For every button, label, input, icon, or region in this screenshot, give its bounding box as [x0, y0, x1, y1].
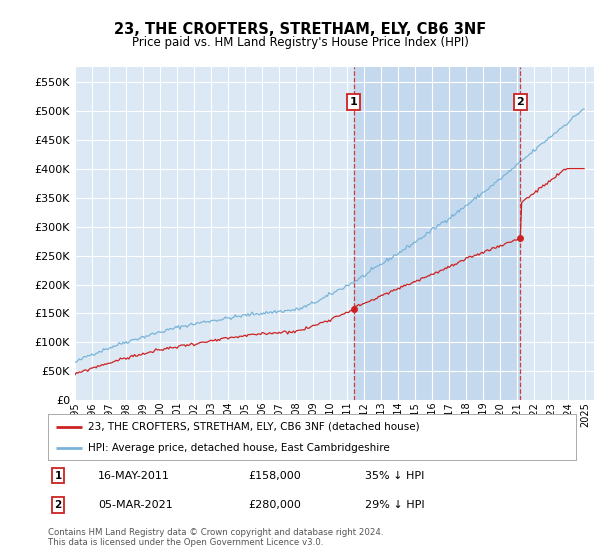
- Text: HPI: Average price, detached house, East Cambridgeshire: HPI: Average price, detached house, East…: [88, 443, 389, 453]
- Text: £280,000: £280,000: [248, 500, 302, 510]
- Bar: [353, 67, 520, 400]
- Text: 29% ↓ HPI: 29% ↓ HPI: [365, 500, 424, 510]
- Text: 35% ↓ HPI: 35% ↓ HPI: [365, 470, 424, 480]
- Text: 1: 1: [55, 470, 62, 480]
- Text: 2: 2: [55, 500, 62, 510]
- Text: 05-MAR-2021: 05-MAR-2021: [98, 500, 173, 510]
- Text: £158,000: £158,000: [248, 470, 301, 480]
- Text: 23, THE CROFTERS, STRETHAM, ELY, CB6 3NF: 23, THE CROFTERS, STRETHAM, ELY, CB6 3NF: [114, 22, 486, 38]
- Text: 23, THE CROFTERS, STRETHAM, ELY, CB6 3NF (detached house): 23, THE CROFTERS, STRETHAM, ELY, CB6 3NF…: [88, 422, 419, 432]
- Text: Price paid vs. HM Land Registry's House Price Index (HPI): Price paid vs. HM Land Registry's House …: [131, 36, 469, 49]
- Text: 2: 2: [517, 97, 524, 107]
- Text: Contains HM Land Registry data © Crown copyright and database right 2024.
This d: Contains HM Land Registry data © Crown c…: [48, 528, 383, 547]
- Text: 16-MAY-2011: 16-MAY-2011: [98, 470, 170, 480]
- Text: 1: 1: [350, 97, 358, 107]
